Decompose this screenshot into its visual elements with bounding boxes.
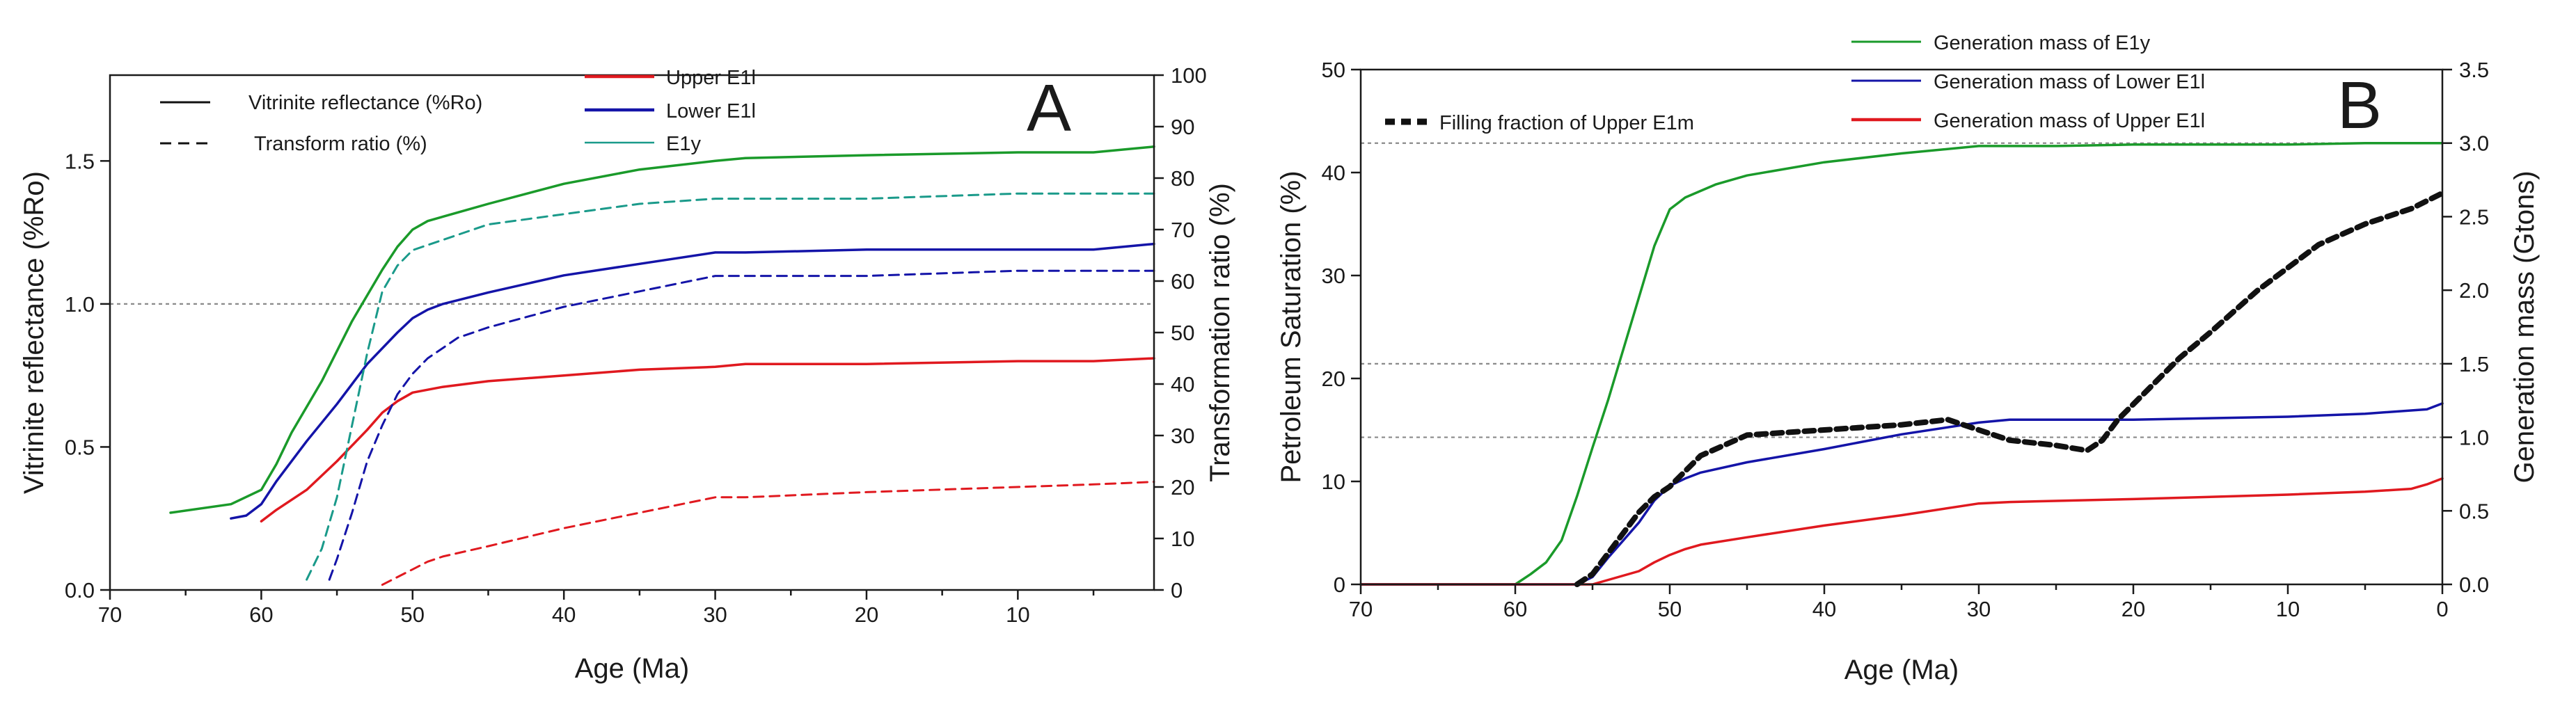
y2-tick-label: 90 bbox=[1171, 115, 1194, 139]
y2-tick-label: 60 bbox=[1171, 269, 1194, 294]
y-tick-label: 30 bbox=[1322, 264, 1345, 288]
reference-lines bbox=[1361, 142, 2442, 438]
y2-tick-label: 0 bbox=[1171, 578, 1183, 602]
x-tick-label: 60 bbox=[1503, 597, 1527, 621]
legend-label: Generation mass of Lower E1l bbox=[1934, 71, 2205, 93]
y2-tick-label: 20 bbox=[1171, 475, 1194, 500]
series-line-lower-e1l-tr bbox=[328, 269, 1155, 581]
y-tick-label: 1.5 bbox=[65, 149, 95, 173]
legend: Vitrinite reflectance (%Ro) Transform ra… bbox=[160, 67, 756, 155]
legend-label: Vitrinite reflectance (%Ro) bbox=[248, 92, 482, 114]
legend-label: E1y bbox=[666, 133, 701, 155]
legend: Generation mass of E1y Generation mass o… bbox=[1385, 32, 2205, 134]
y2-axis-ticks: 0 10 20 30 40 50 60 70 80 90 100 bbox=[1154, 63, 1207, 602]
y-tick-label: 0.0 bbox=[65, 578, 95, 602]
y2-tick-label: 50 bbox=[1171, 321, 1194, 345]
y2-tick-label: 0.5 bbox=[2459, 499, 2489, 523]
y-axis-label: Petroleum Saturation (%) bbox=[1276, 170, 1306, 483]
y2-tick-label: 80 bbox=[1171, 166, 1194, 191]
x-axis-ticks: 70 60 50 40 30 20 10 0 bbox=[1349, 584, 2449, 621]
y2-tick-label: 10 bbox=[1171, 527, 1194, 551]
legend-label: Generation mass of Upper E1l bbox=[1934, 110, 2205, 132]
x-tick-label: 40 bbox=[552, 602, 576, 627]
y-axis-ticks: 0 10 20 30 40 50 bbox=[1322, 58, 1361, 597]
panel-b: 70 60 50 40 30 20 10 0 0 10 20 30 40 50 0.0 0.5 1.0 1.5… bbox=[1276, 32, 2540, 685]
y2-tick-label: 100 bbox=[1171, 63, 1207, 88]
series-line-lower-e1l-ro bbox=[230, 242, 1155, 520]
y2-tick-label: 1.5 bbox=[2459, 352, 2489, 376]
series-group bbox=[1359, 141, 2445, 587]
panel-a: 70 60 50 40 30 20 10 0.0 0.5 1.0 1.5 0 10 20 30 40 50 6… bbox=[19, 63, 1235, 684]
y-tick-label: 1.0 bbox=[65, 292, 95, 317]
y-tick-label: 50 bbox=[1322, 58, 1345, 82]
x-tick-label: 10 bbox=[1006, 602, 1029, 627]
x-axis-label: Age (Ma) bbox=[1844, 655, 1959, 685]
x-tick-label: 0 bbox=[2436, 597, 2448, 621]
legend-label: Generation mass of E1y bbox=[1934, 32, 2151, 54]
series-line-upper-e1l-ro bbox=[260, 357, 1155, 523]
y-axis-label: Vitrinite reflectance (%Ro) bbox=[19, 171, 49, 494]
legend-label: Upper E1l bbox=[666, 67, 756, 89]
series-group bbox=[169, 145, 1155, 586]
x-tick-label: 20 bbox=[2121, 597, 2145, 621]
y-tick-label: 20 bbox=[1322, 367, 1345, 391]
y-axis-ticks: 0.0 0.5 1.0 1.5 bbox=[65, 149, 110, 602]
x-tick-label: 30 bbox=[1967, 597, 1991, 621]
y-tick-label: 40 bbox=[1322, 161, 1345, 185]
series-line-e1y-ro bbox=[169, 145, 1155, 514]
series-line-generation-mass-of-e1y bbox=[1359, 141, 2444, 586]
x-tick-label: 50 bbox=[1658, 597, 1682, 621]
y2-axis-label: Generation mass (Gtons) bbox=[2509, 170, 2540, 483]
y2-tick-label: 0.0 bbox=[2459, 573, 2489, 597]
series-line-e1y-tr bbox=[306, 192, 1155, 581]
y2-tick-label: 3.0 bbox=[2459, 131, 2489, 156]
x-tick-label: 70 bbox=[98, 602, 122, 627]
x-axis-ticks: 70 60 50 40 30 20 10 bbox=[98, 590, 1095, 627]
y2-axis-label: Transformation ratio (%) bbox=[1205, 183, 1235, 482]
series-line-upper-e1l-tr bbox=[381, 481, 1155, 586]
y2-axis-ticks: 0.0 0.5 1.0 1.5 2.0 2.5 3.0 3.5 bbox=[2442, 58, 2489, 597]
legend-label: Transform ratio (%) bbox=[254, 133, 427, 155]
x-tick-label: 50 bbox=[401, 602, 425, 627]
legend-label: Lower E1l bbox=[666, 100, 756, 122]
y2-tick-label: 3.5 bbox=[2459, 58, 2489, 82]
series-line-filling-fraction-of-upper-e1m bbox=[1574, 190, 2445, 587]
series-line-generation-mass-of-upper-e1l bbox=[1359, 477, 2444, 586]
x-tick-label: 70 bbox=[1349, 597, 1373, 621]
x-tick-label: 20 bbox=[855, 602, 878, 627]
y2-tick-label: 1.0 bbox=[2459, 426, 2489, 450]
x-tick-label: 60 bbox=[249, 602, 273, 627]
y2-tick-label: 40 bbox=[1171, 372, 1194, 397]
panel-letter: B bbox=[2337, 68, 2382, 143]
y-tick-label: 0 bbox=[1334, 573, 1345, 597]
panel-letter: A bbox=[1027, 71, 1071, 145]
y2-tick-label: 2.5 bbox=[2459, 205, 2489, 229]
y2-tick-label: 70 bbox=[1171, 218, 1194, 242]
y2-tick-label: 2.0 bbox=[2459, 278, 2489, 303]
plot-frame bbox=[1359, 68, 2444, 586]
series-line-generation-mass-of-lower-e1l bbox=[1359, 402, 2444, 586]
axes bbox=[1359, 68, 2444, 586]
legend-label: Filling fraction of Upper E1m bbox=[1439, 112, 1694, 134]
x-tick-label: 10 bbox=[2276, 597, 2300, 621]
y2-tick-label: 30 bbox=[1171, 424, 1194, 448]
y-tick-label: 10 bbox=[1322, 470, 1345, 494]
x-tick-label: 30 bbox=[703, 602, 727, 627]
x-axis-label: Age (Ma) bbox=[575, 653, 690, 684]
x-tick-label: 40 bbox=[1812, 597, 1836, 621]
y-tick-label: 0.5 bbox=[65, 435, 95, 459]
